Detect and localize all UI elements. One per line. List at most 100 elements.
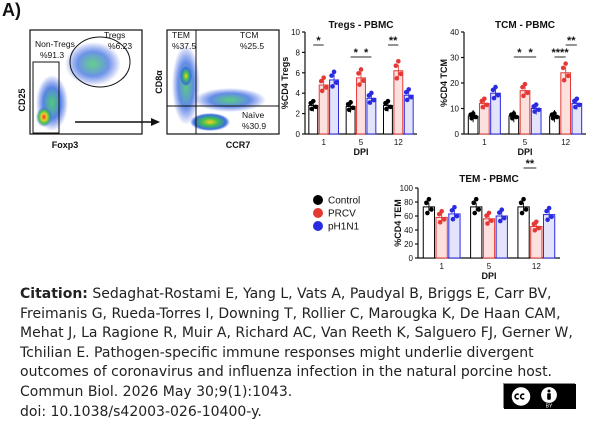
tcm-pbmc-data-point	[482, 96, 487, 102]
tregs-pbmc-data-point	[369, 90, 374, 96]
legend-label-control: Control	[328, 196, 360, 207]
tcm-pbmc-data-point	[495, 92, 501, 98]
tregs-value: %6.23	[108, 41, 132, 51]
tem-pbmc-data-point	[429, 207, 434, 212]
tem-pbmc-data-point	[476, 207, 482, 212]
tcm-pbmc-data-point	[577, 102, 582, 108]
naive-value: %30.9	[242, 121, 266, 131]
tem-pbmc-data-point	[544, 208, 549, 214]
tregs-pbmc-xtick-label: 12	[394, 138, 403, 147]
tcm-pbmc-xtick-label: 12	[561, 138, 570, 147]
tregs-pbmc-data-point	[394, 76, 400, 81]
legend: Control PRCV pH1N1	[313, 195, 360, 233]
tcm-label: TCM	[240, 30, 258, 40]
tem-pbmc-title: TEM - PBMC	[459, 174, 518, 185]
tem-pbmc-data-point	[450, 216, 456, 222]
tem-pbmc-xtick-label: 1	[439, 262, 444, 271]
tregs-pbmc-data-point	[371, 97, 377, 103]
tregs-pbmc-data-point	[396, 58, 401, 64]
tcm-pbmc-ytick-label: 10	[450, 105, 459, 114]
tregs-pbmc-data-point	[356, 71, 361, 76]
tcm-pbmc-data-point	[473, 114, 478, 120]
tcm-pbmc-ytick-label: 40	[450, 28, 459, 37]
tem-pbmc-ytick-label: 80	[404, 198, 413, 207]
flow2-scatter-tcm	[194, 88, 266, 112]
tcm-pbmc-data-point	[522, 81, 528, 87]
legend-label-prcv: PRCV	[328, 209, 356, 220]
tcm-pbmc-data-point	[470, 111, 476, 116]
tem-pbmc-data-point	[534, 219, 539, 225]
tem-pbmc-ytick-label: 0	[409, 254, 414, 263]
tregs-pbmc-data-point	[384, 106, 389, 112]
tem-pbmc-data-point	[519, 210, 525, 216]
tcm-pbmc-data-point	[521, 93, 526, 99]
tcm-pbmc-x-axis-label: DPI	[517, 147, 532, 157]
tem-pbmc-data-point	[424, 200, 429, 206]
tem-pbmc-data-point	[499, 207, 505, 212]
tcm-pbmc-ytick-label: 0	[455, 130, 460, 139]
tcm-pbmc-data-point	[532, 109, 537, 114]
tem-pbmc-data-point	[437, 219, 443, 225]
tregs-pbmc-data-point	[310, 98, 316, 104]
tcm-pbmc-data-point	[554, 114, 560, 120]
tem-pbmc-data-point	[425, 210, 430, 216]
citation-block: Citation: Sedaghat-Rostami E, Yang L, Va…	[20, 285, 580, 383]
tem-pbmc-data-point	[452, 204, 457, 210]
tregs-pbmc-data-point	[388, 104, 393, 110]
tem-pbmc-data-point	[546, 205, 552, 211]
tem-pbmc-xtick-label: 5	[487, 262, 492, 271]
tem-pbmc-data-point	[549, 214, 554, 220]
tregs-pbmc-data-point	[319, 88, 325, 94]
tem-pbmc-data-point	[518, 200, 524, 206]
doi-link[interactable]: doi: 10.1038/s42003-026-10400-y.	[20, 403, 262, 420]
tregs-pbmc-ytick-label: 0	[296, 130, 301, 139]
tregs-pbmc-data-point	[357, 82, 362, 87]
tem-pbmc-data-point	[441, 217, 447, 222]
tem-value: %37.5	[172, 41, 196, 51]
tregs-pbmc-data-point	[346, 107, 352, 113]
tregs-pbmc-xtick-label: 5	[359, 138, 364, 147]
tem-pbmc-significance-label: **	[526, 158, 535, 170]
tregs-pbmc-data-point	[318, 78, 324, 84]
tem-pbmc-data-point	[486, 210, 492, 216]
tem-pbmc-data-point	[439, 209, 444, 214]
tregs-pbmc-data-point	[309, 106, 315, 112]
non-tregs-gate	[32, 61, 60, 134]
flow1-scatter-core	[36, 107, 52, 127]
tregs-label: Tregs	[104, 30, 125, 40]
flow-plot-memory: TEM %37.5 TCM %25.5 Naïve %30.9 CD8α CCR…	[154, 29, 280, 150]
tem-pbmc-ytick-label: 40	[404, 226, 413, 235]
tem-pbmc-data-point	[471, 200, 477, 206]
tregs-pbmc-data-point	[398, 71, 404, 77]
tcm-pbmc-data-point	[536, 107, 541, 113]
tregs-pbmc-significance-label: *	[354, 47, 359, 59]
tem-pbmc-data-point	[489, 218, 494, 224]
tregs-pbmc-data-point	[350, 105, 356, 111]
journal-block: Commun Biol. 2026 May 30;9(1):1043. doi:…	[20, 383, 292, 422]
tregs-pbmc-data-point	[408, 94, 414, 100]
tregs-pbmc-data-point	[404, 97, 410, 103]
tregs-pbmc-data-point	[393, 63, 399, 69]
tem-pbmc-data-point	[501, 215, 507, 221]
tregs-pbmc-data-point	[406, 87, 412, 92]
tem-pbmc-data-point	[545, 217, 550, 223]
flow2-y-axis-label: CD8α	[154, 70, 164, 94]
tem-pbmc-data-point	[485, 221, 490, 226]
tcm-pbmc-significance-label: **	[567, 35, 576, 47]
legend-marker-control	[313, 195, 323, 205]
tregs-pbmc-data-point	[313, 104, 319, 110]
tregs-pbmc-data-point	[367, 100, 373, 105]
flow1-scatter-tregs	[65, 42, 121, 86]
journal-reference: Commun Biol. 2026 May 30;9(1):1043.	[20, 384, 293, 400]
tcm-pbmc-data-point	[484, 102, 490, 108]
tcm-pbmc-data-point	[533, 102, 539, 107]
cc-icon	[510, 385, 532, 408]
citation-text: Sedaghat-Rostami E, Yang L, Vats A, Paud…	[20, 286, 573, 380]
tcm-pbmc-data-point	[491, 95, 497, 101]
license-badge-svg: BY	[504, 384, 576, 410]
tcm-pbmc-y-axis-label: %CD4 TCM	[439, 59, 449, 107]
cc-by-license-badge[interactable]: BY	[503, 383, 576, 410]
tem-pbmc-ytick-label: 60	[404, 212, 413, 221]
tregs-pbmc-xtick-label: 1	[321, 138, 326, 147]
